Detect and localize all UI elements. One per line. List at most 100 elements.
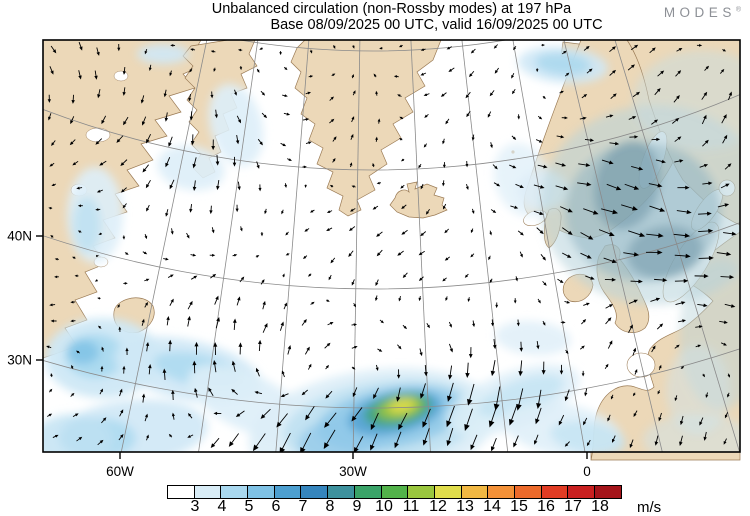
wind-arrow-head (674, 397, 678, 402)
wind-arrow-head (699, 421, 703, 426)
wind-arrow-head (171, 389, 175, 394)
wind-arrow-head (465, 186, 469, 190)
colorbar-tick-label: 15 (510, 498, 528, 515)
wind-arrow-head (97, 297, 101, 300)
land-greenland (290, 39, 442, 217)
wind-arrow-head (449, 348, 453, 353)
wind-arrow-head (632, 347, 637, 352)
lon-tick-label: 0 (583, 464, 591, 479)
wind-arrow-head (49, 163, 53, 167)
wind-arrow-head (237, 296, 241, 301)
graticule-lines (43, 40, 740, 452)
wind-arrow-head (257, 339, 262, 345)
wind-arrow-head (170, 231, 174, 235)
wind-arrow-head (662, 277, 668, 283)
wind-arrow-head (189, 208, 193, 213)
wind-arrow-head (212, 360, 217, 365)
wind-arrow-head (46, 345, 50, 349)
wind-arrow-head (186, 235, 190, 239)
wind-arrow-head (679, 441, 683, 446)
wind-arrow-head (170, 274, 174, 278)
shading-blob (535, 52, 591, 76)
wind-arrow-head (612, 93, 617, 98)
wind-arrow-shaft (517, 388, 524, 408)
wind-arrow-head (125, 252, 129, 255)
wind-arrow-head (311, 301, 315, 305)
wind-arrow-head (237, 119, 242, 124)
wind-arrow-head (351, 415, 357, 422)
wind-arrow-head (632, 206, 638, 211)
wind-arrow-head (469, 73, 473, 78)
wind-arrow-head (470, 50, 475, 54)
wind-arrow-head (96, 254, 100, 258)
wind-arrow-head (164, 117, 169, 122)
colorbar-cell (407, 486, 434, 498)
wind-arrow-head (727, 394, 730, 398)
wind-arrow-head (252, 444, 259, 452)
wind-arrow-head (465, 372, 470, 379)
lake-canada-1 (85, 127, 111, 143)
wind-arrow-head (567, 230, 573, 236)
wind-arrow-head (124, 282, 128, 285)
wind-arrow-head (264, 323, 268, 328)
wind-arrow-head (280, 393, 285, 398)
wind-arrow-head (120, 434, 124, 438)
wind-arrow-head (351, 185, 355, 188)
wind-arrow-head (686, 209, 692, 215)
wind-arrow-head (232, 318, 237, 323)
wind-arrow-head (376, 181, 380, 185)
wind-arrow-head (542, 322, 546, 326)
wind-arrow-head (396, 396, 401, 402)
wind-arrow-head (281, 210, 284, 215)
wind-arrow-head (586, 182, 592, 187)
wind-arrow-head (235, 413, 241, 418)
wind-arrow-head (330, 96, 334, 100)
wind-arrow-head (489, 279, 493, 284)
wind-arrow-head (282, 143, 287, 147)
colorbar-unit: m/s (637, 499, 662, 516)
wind-arrow-head (348, 253, 352, 258)
wind-arrow-head (656, 137, 661, 142)
wind-arrow-head (489, 92, 494, 97)
wind-arrow-head (675, 117, 680, 122)
wind-arrow-head (516, 322, 520, 327)
wind-arrow-head (100, 388, 104, 393)
wind-arrow-head (586, 254, 592, 259)
wind-arrow-head (145, 341, 150, 347)
wind-arrow-head (144, 50, 148, 55)
wind-arrow-head (168, 142, 172, 147)
wind-arrow-head (70, 300, 74, 304)
wind-arrow-head (660, 70, 665, 75)
wind-arrow-head (581, 345, 585, 349)
wind-arrow-head (71, 392, 75, 397)
wind-arrow-head (487, 113, 491, 118)
wind-arrow-head (542, 256, 546, 261)
wind-arrow-head (423, 144, 427, 148)
wind-arrow-head (262, 300, 266, 305)
wind-arrow-head (608, 160, 614, 165)
wind-arrow-head (517, 116, 521, 120)
colorbar-cell (168, 486, 194, 498)
wind-arrow-head (100, 365, 104, 370)
wind-arrow-head (70, 319, 74, 323)
parallel-line (43, 222, 740, 290)
wind-arrow-head (285, 252, 289, 256)
wind-arrow-head (471, 137, 475, 141)
wind-arrow-head (638, 279, 643, 284)
wind-arrow-head (330, 259, 334, 264)
wind-arrow-head (146, 434, 149, 439)
wind-arrow-head (728, 91, 732, 96)
wind-arrow-head (170, 43, 174, 47)
shading-blob (157, 145, 225, 191)
wind-arrow-head (727, 374, 731, 378)
wind-arrow-head (401, 231, 406, 235)
wind-arrow-head (519, 253, 523, 258)
wind-arrow-head (332, 73, 336, 77)
wind-arrow-head (539, 230, 544, 235)
wind-arrow-head (446, 46, 451, 50)
wind-arrow-shaft (510, 404, 518, 423)
wind-arrow-head (513, 442, 518, 448)
wind-arrow-head (657, 391, 661, 395)
wind-arrow-head (633, 185, 640, 190)
wind-arrow-head (352, 392, 357, 398)
